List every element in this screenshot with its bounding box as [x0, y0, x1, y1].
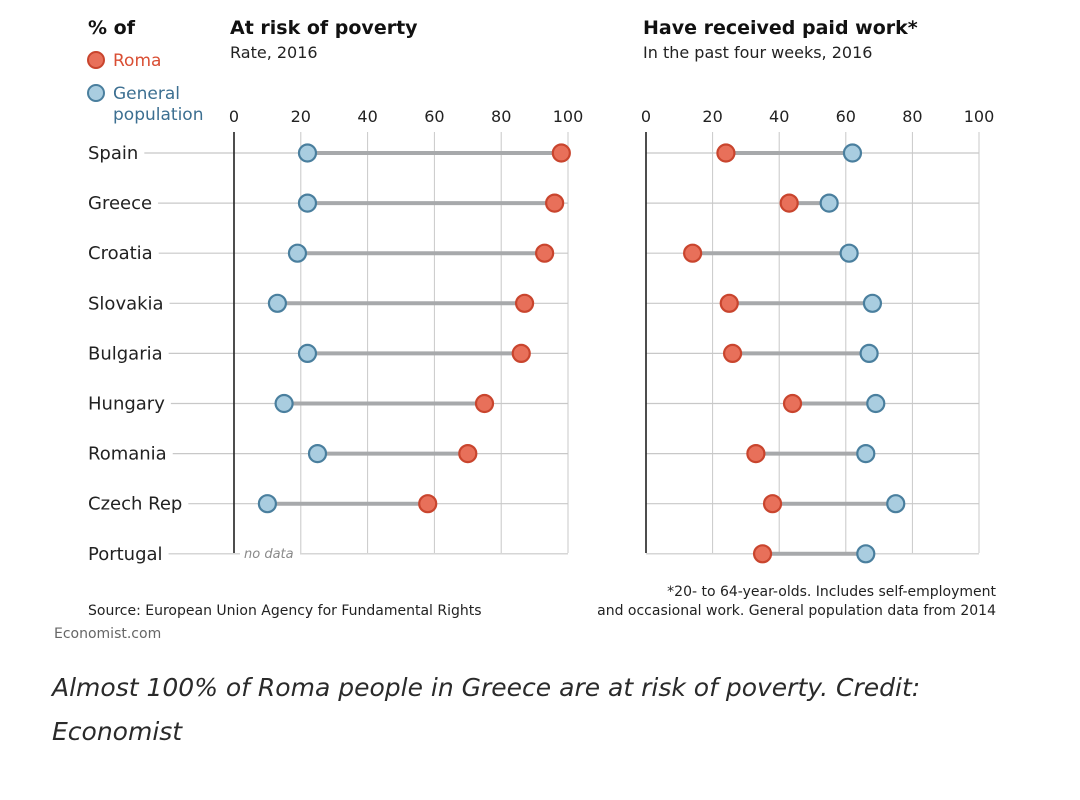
panel-1-roma-dot-hungary — [474, 393, 495, 414]
panel-2-roma-dot-portugal — [752, 544, 773, 564]
panel-1-general-dot-romania — [307, 444, 328, 464]
panel-2-title: Have received paid work* — [643, 17, 918, 39]
country-label-romania: Romania — [88, 444, 167, 465]
panel-1-tick-100: 100 — [553, 107, 584, 126]
panel-1-subtitle: Rate, 2016 — [230, 43, 318, 62]
panel-2-subtitle: In the past four weeks, 2016 — [643, 43, 872, 62]
panel-2-general-dot-spain — [842, 143, 863, 163]
footnote-line-2: and occasional work. General population … — [597, 603, 996, 619]
credit-text: Economist.com — [54, 626, 161, 642]
country-label-hungary: Hungary — [88, 394, 165, 415]
panel-2-general-dot-romania — [856, 444, 876, 464]
panel-1-general-dot-spain — [297, 143, 318, 163]
chart-figure: % of Roma General population At risk of … — [54, 17, 997, 642]
panel-1-general-dot-slovakia — [267, 293, 288, 313]
panel-2-tick-60: 60 — [836, 107, 856, 126]
legend-roma-label: Roma — [113, 51, 161, 71]
footnote-line-1: *20- to 64-year-olds. Includes self-empl… — [667, 584, 996, 600]
panel-2-general-dot-portugal — [856, 544, 876, 564]
plot-layer: Spain Greece Croatia Slovakia Bulgaria Hungar… — [88, 107, 994, 565]
panel-1-annotation-bg — [240, 542, 300, 563]
panel-1-roma-dot-slovakia — [514, 293, 535, 313]
panel-2-general-dot-bulgaria — [859, 343, 879, 363]
panel-2-tick-80: 80 — [902, 107, 922, 126]
panel-2-tick-100: 100 — [964, 107, 995, 126]
panel-1-roma-dot-croatia — [535, 243, 555, 263]
panel-1-roma-dot-spain — [551, 143, 571, 163]
panel-1-general-dot-croatia — [287, 243, 308, 263]
panel-1-tick-80: 80 — [491, 107, 511, 126]
panel-1-roma-dot-romania — [458, 444, 478, 464]
panel-2-general-dot-czech-rep — [886, 494, 906, 514]
panel-1-annotation-no-data: no data — [244, 547, 294, 562]
panel-2-roma-dot-croatia — [683, 243, 703, 263]
panel-2-roma-dot-romania — [746, 444, 766, 464]
legend-heading: % of — [88, 17, 136, 39]
panel-1-roma-dot-greece — [545, 193, 565, 213]
panel-1-tick-20: 20 — [291, 107, 311, 126]
legend-roma-marker — [87, 51, 105, 69]
country-label-slovakia: Slovakia — [88, 293, 164, 314]
panel-2-roma-dot-czech-rep — [762, 494, 783, 514]
country-label-czech-rep: Czech Rep — [88, 494, 182, 515]
panel-2-roma-dot-spain — [716, 143, 736, 163]
panel-2-general-dot-greece — [819, 193, 839, 213]
panel-2-roma-dot-bulgaria — [722, 343, 743, 363]
panel-2-tick-20: 20 — [702, 107, 722, 126]
panel-1-title: At risk of poverty — [230, 17, 418, 39]
legend-general-label-line1: General — [113, 84, 180, 104]
panel-1-general-dot-bulgaria — [297, 343, 318, 363]
panel-1-tick-0: 0 — [229, 107, 239, 126]
panel-1-roma-dot-bulgaria — [511, 343, 531, 363]
panel-2-general-dot-slovakia — [862, 293, 883, 313]
panel-2-general-dot-hungary — [866, 393, 886, 414]
panel-1-general-dot-czech-rep — [257, 494, 277, 514]
legend-general-label-line2: population — [113, 105, 203, 125]
legend-general-marker — [87, 84, 105, 102]
panel-2-tick-0: 0 — [641, 107, 651, 126]
country-label-croatia: Croatia — [88, 243, 153, 264]
country-label-portugal: Portugal — [88, 544, 163, 565]
country-label-greece: Greece — [88, 193, 152, 214]
panel-1-general-dot-greece — [297, 193, 318, 213]
panel-2-roma-dot-greece — [779, 193, 799, 213]
country-label-bulgaria: Bulgaria — [88, 343, 163, 364]
source-note: Source: European Union Agency for Fundam… — [88, 603, 482, 619]
image-caption: Almost 100% of Roma people in Greece are… — [52, 673, 921, 746]
panel-2-roma-dot-slovakia — [719, 293, 739, 313]
panel-1-roma-dot-czech-rep — [418, 494, 438, 514]
panel-2-roma-dot-hungary — [782, 393, 803, 414]
panel-1-tick-40: 40 — [357, 107, 377, 126]
panel-1-tick-60: 60 — [424, 107, 444, 126]
dot-plot-svg: % of Roma General population At risk of … — [54, 17, 997, 642]
country-label-spain: Spain — [88, 143, 138, 164]
panel-2-tick-40: 40 — [769, 107, 789, 126]
panel-2-general-dot-croatia — [839, 243, 859, 263]
panel-1-general-dot-hungary — [274, 393, 294, 414]
